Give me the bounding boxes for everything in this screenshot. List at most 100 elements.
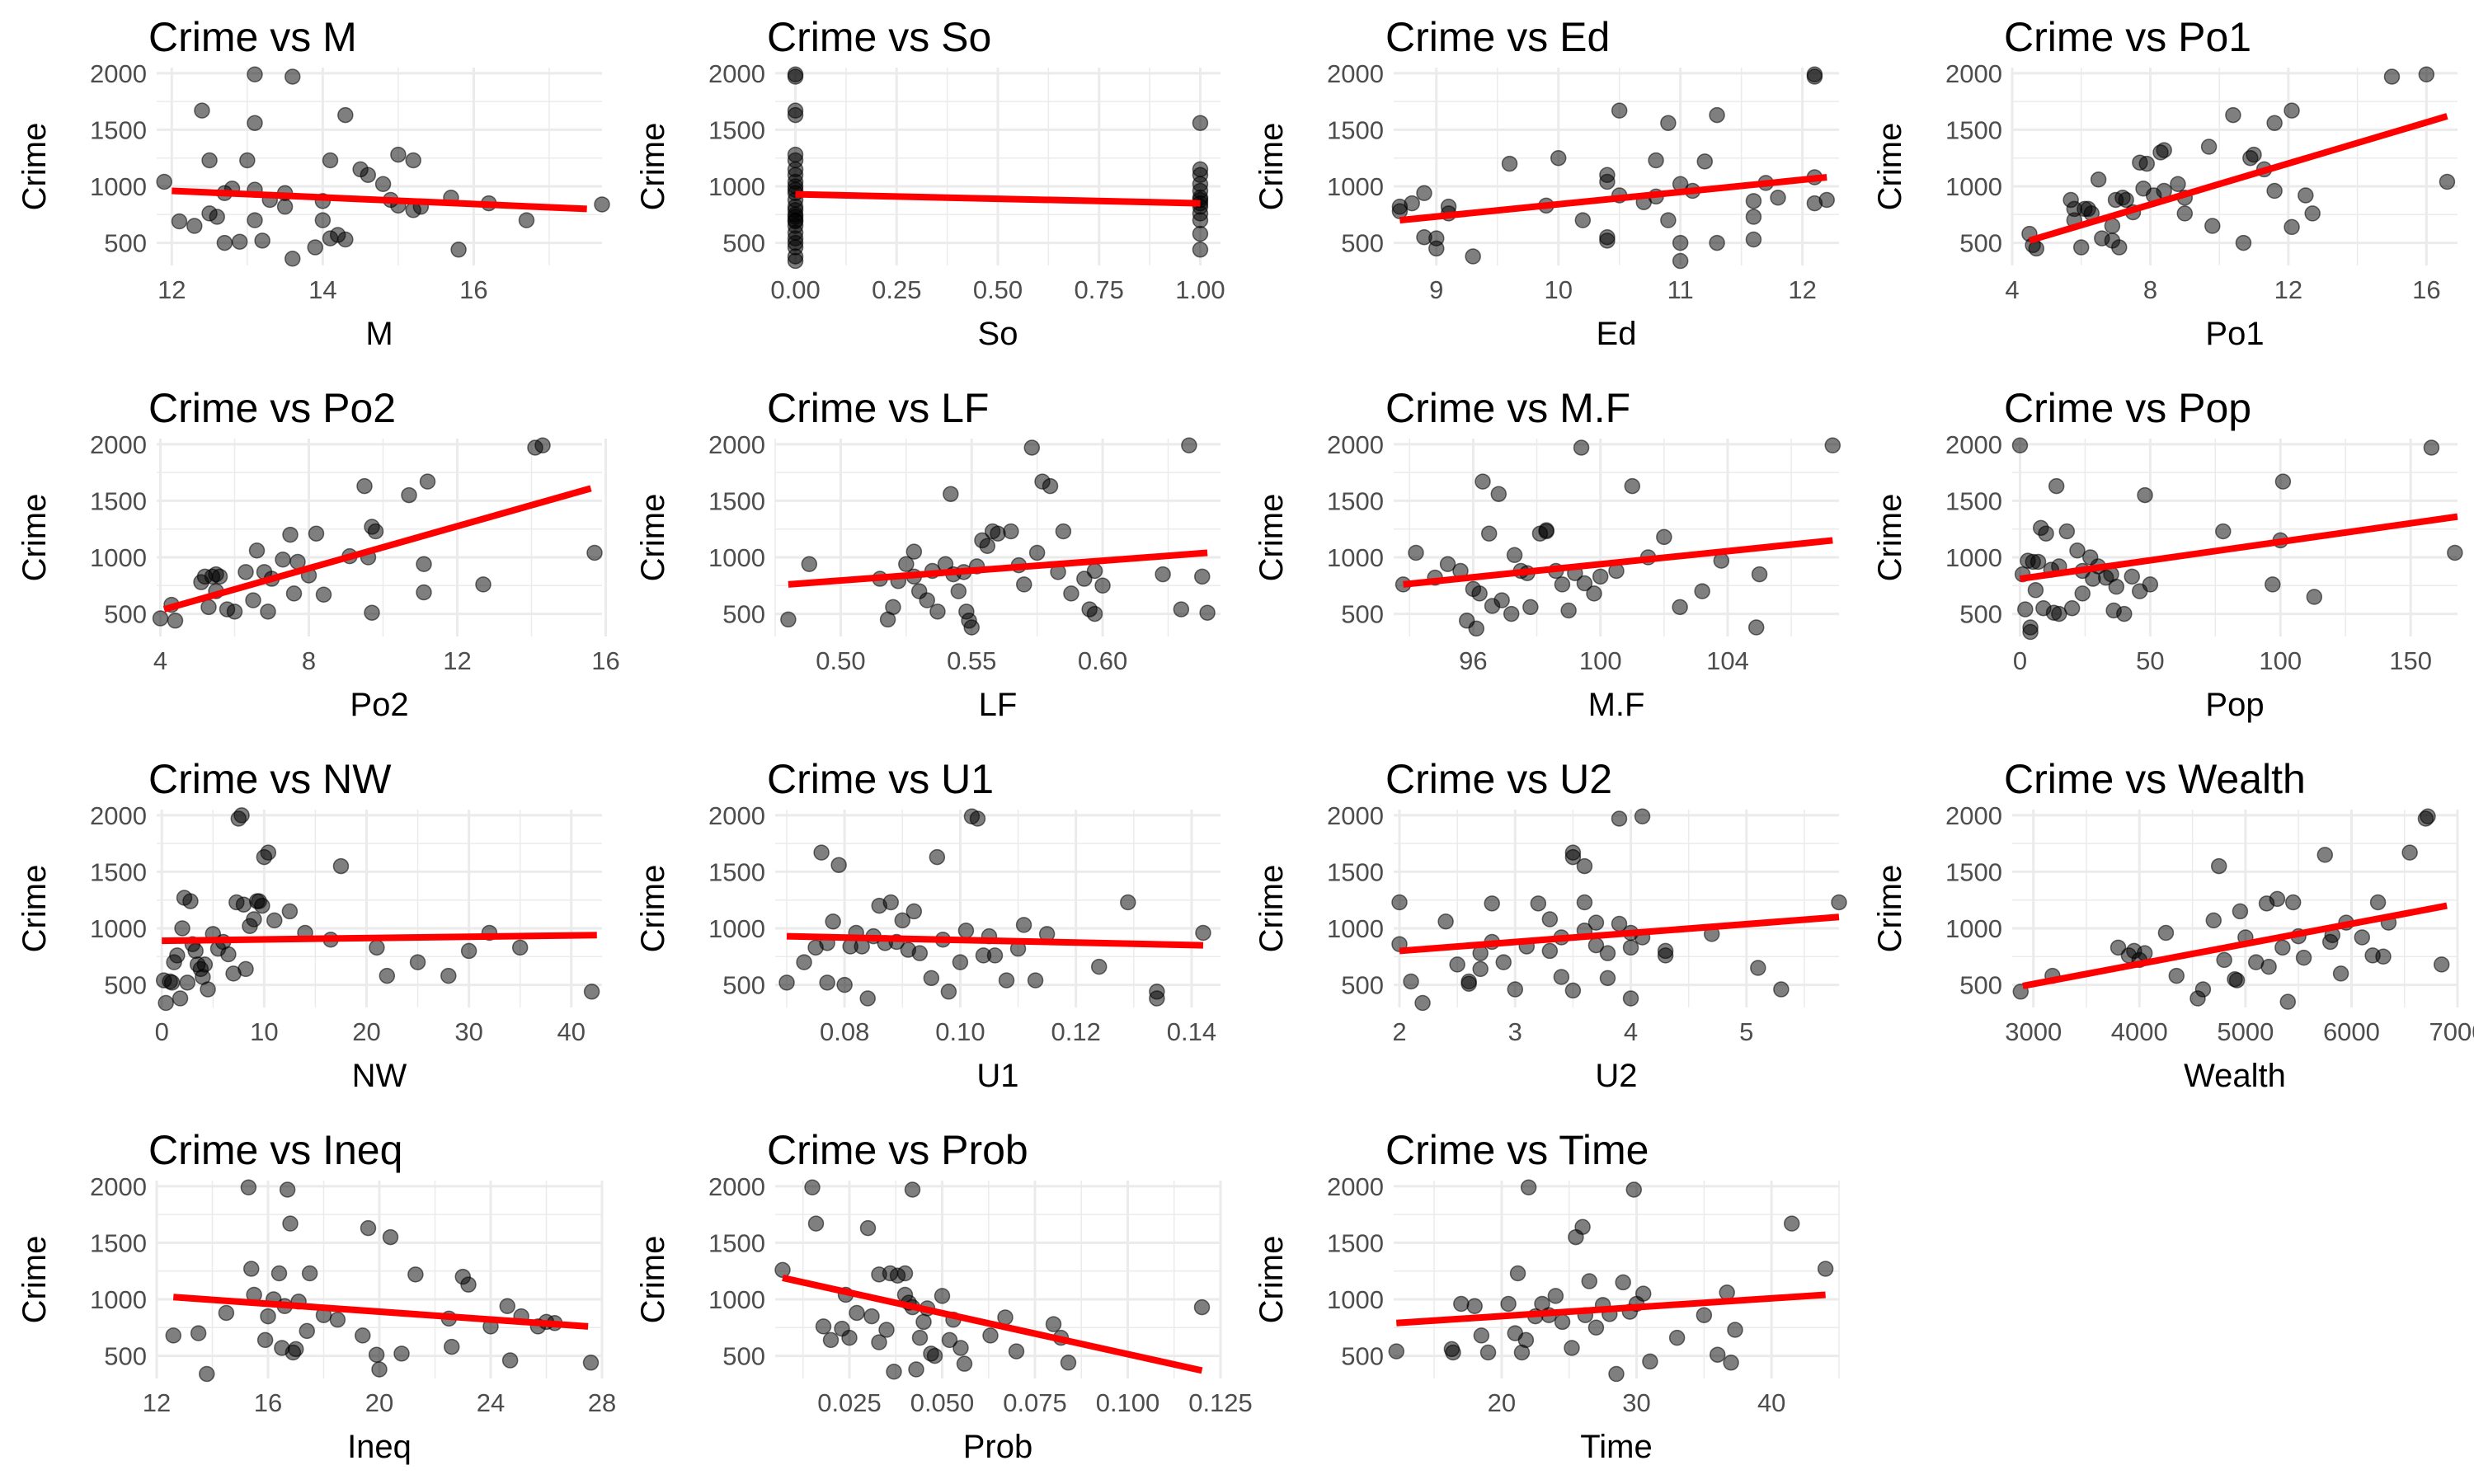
scatter-point (2447, 544, 2463, 561)
scatter-point (905, 543, 923, 560)
y-tick-label: 2000 (1945, 430, 2002, 459)
scatter-point (2030, 553, 2047, 571)
chart-title: Crime vs NW (148, 756, 392, 802)
scatter-point (2022, 623, 2039, 641)
chart-panel: Crime vs M.F Crime M.F 500 1000 1500 2000 96 100… (1253, 385, 1841, 723)
scatter-point (2216, 951, 2232, 969)
scatter-point (416, 556, 432, 572)
x-tick-label: 16 (459, 275, 487, 304)
chart-panel: Crime vs M Crime M 500 1000 1500 2000 12 14 16 (16, 14, 610, 352)
x-tick-label: 10 (250, 1017, 278, 1046)
scatter-point (778, 974, 795, 991)
scatter-point (911, 945, 929, 961)
scatter-point (322, 152, 339, 169)
gridlines (775, 68, 1221, 265)
scatter-point (367, 523, 384, 540)
y-tick-label: 1000 (1327, 543, 1384, 572)
x-tick-label: 0.025 (817, 1388, 882, 1417)
scatter-point (1817, 1261, 1834, 1277)
scatter-point (1192, 242, 1209, 258)
scatter-point (1509, 1265, 1526, 1282)
y-tick-label: 500 (104, 1342, 147, 1371)
scatter-point (1745, 193, 1762, 209)
scatter-point (1622, 939, 1639, 956)
scatter-point (1090, 958, 1108, 975)
scatter-point (1586, 585, 1602, 602)
scatter-point (2017, 601, 2034, 618)
scatter-point (1449, 956, 1465, 973)
x-axis-title: Ineq (347, 1429, 412, 1465)
scatter-point (2284, 102, 2300, 119)
scatter-point (911, 1329, 929, 1346)
scatter-point (460, 1276, 477, 1293)
scatter-point (908, 1361, 924, 1378)
trend-line (172, 187, 587, 213)
chart-title: Crime vs Wealth (2004, 756, 2306, 802)
scatter-point (2332, 965, 2349, 982)
gridlines (775, 1181, 1222, 1378)
x-tick-label: 0.08 (820, 1017, 869, 1046)
scatter-point (374, 176, 392, 193)
scatter-point (1173, 601, 1190, 618)
scatter-point (863, 1308, 880, 1325)
scatter-point (254, 897, 270, 914)
scatter-point (171, 213, 188, 230)
scatter-point (200, 599, 217, 616)
x-tick-label: 7000 (2429, 1017, 2474, 1046)
scatter-point (401, 486, 417, 504)
x-axis-title: NW (352, 1058, 407, 1094)
scatter-point (780, 611, 797, 628)
scatter-point (156, 173, 172, 190)
x-tick-label: 3 (1508, 1017, 1522, 1046)
scatter-point (245, 592, 261, 608)
scatter-point (239, 152, 256, 169)
scatter-point (830, 857, 847, 873)
scatter-point (1015, 917, 1032, 933)
scatter-point (1522, 599, 1539, 616)
scatter-point (308, 525, 325, 542)
x-tick-label: 0.00 (770, 275, 820, 304)
scatter-point (1599, 173, 1616, 190)
scatter-point (819, 974, 835, 991)
scatter-point (1503, 605, 1520, 622)
trend-line (2019, 513, 2458, 583)
scatter-point (787, 68, 804, 85)
scatter-point (896, 1265, 914, 1282)
y-tick-label: 2000 (1327, 59, 1384, 88)
scatter-point (2266, 115, 2283, 131)
scatter-point (390, 146, 407, 163)
scatter-point (2170, 176, 2186, 193)
scatter-point (1520, 1179, 1537, 1195)
x-axis-title: Prob (963, 1429, 1033, 1465)
y-tick-label: 1500 (1327, 486, 1384, 515)
x-tick-label: 100 (2259, 646, 2302, 675)
scatter-point (2142, 576, 2159, 593)
scatter-point (1560, 602, 1577, 619)
x-tick-label: 0.10 (935, 1017, 985, 1046)
scatter-point (1086, 562, 1103, 580)
scatter-point (859, 1219, 877, 1237)
scatter-point (1155, 566, 1171, 583)
scatter-point (1751, 566, 1768, 583)
trend-line (788, 549, 1208, 588)
chart-title: Crime vs Ed (1385, 14, 1610, 60)
x-axis-title: So (978, 316, 1018, 352)
data-points (1395, 437, 1841, 637)
scatter-point (200, 981, 216, 998)
scatter-point (240, 1179, 257, 1195)
scatter-point (260, 603, 276, 620)
scatter-point (586, 544, 603, 561)
chart-panel: Crime vs So Crime So 500 1000 1500 2000 0.00 0.2… (635, 14, 1225, 352)
y-tick-label: 500 (1341, 229, 1384, 258)
scatter-point (1466, 1298, 1483, 1314)
x-tick-label: 0 (2013, 646, 2027, 675)
scatter-point (1003, 523, 1019, 540)
scatter-point (1831, 894, 1847, 911)
scatter-point (409, 954, 426, 970)
scatter-point (822, 1331, 840, 1349)
y-tick-label: 1500 (1327, 1228, 1384, 1257)
x-tick-label: 16 (591, 646, 619, 675)
scatter-point (878, 1322, 895, 1338)
x-axis-title: Po2 (350, 687, 408, 723)
scatter-point (956, 1355, 973, 1372)
